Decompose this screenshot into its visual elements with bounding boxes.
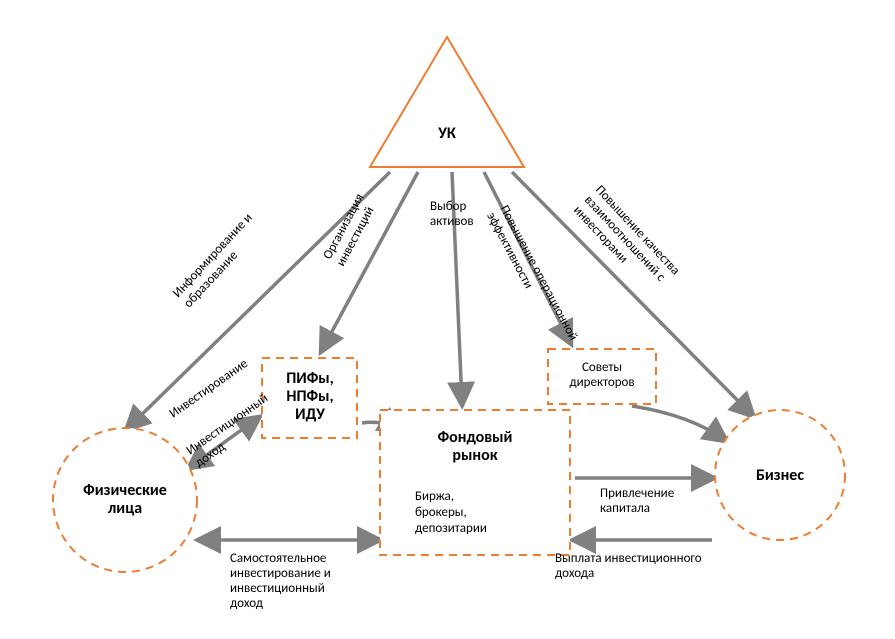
edge-label-lbl-payout: Выплата инвестиционногодохода — [555, 551, 702, 581]
node-label-market-1: рынок — [452, 446, 497, 465]
edge-label-lbl-capital: Привлечениекапитала — [600, 486, 674, 516]
node-sublabel-market-0: Биржа, — [415, 489, 454, 504]
edge-label-lbl-self: Самостоятельноеинвестирование иинвестици… — [230, 551, 331, 611]
node-label-market-0: Фондовый — [438, 428, 513, 447]
edge-label-line-lbl-self-3: доход — [230, 596, 264, 611]
node-individuals: Физическиелица — [53, 428, 197, 572]
node-label-pif-0: ПИФы, — [286, 369, 334, 388]
node-label-uk: УК — [437, 124, 456, 143]
node-sublabel-market-2: депозитарии — [415, 521, 487, 536]
node-uk: УК — [370, 37, 524, 167]
node-label-individuals-0: Физические — [83, 481, 167, 500]
edge-label-lbl-inform: Информирование иобразование — [170, 210, 267, 311]
edge-label-line-lbl-self-0: Самостоятельное — [230, 551, 326, 566]
node-business: Бизнес — [715, 410, 845, 540]
edge-label-line-lbl-payout-0: Выплата инвестиционного — [555, 551, 702, 566]
node-label-board-1: директоров — [569, 375, 634, 390]
edge-label-line-lbl-assets-0: Выбор — [430, 199, 467, 214]
edge-label-lbl-quality: Повышение качествавзаимоотношений синвес… — [570, 182, 683, 298]
edge-label-line-lbl-capital-1: капитала — [600, 501, 650, 516]
arrow-board-business — [632, 406, 725, 440]
edge-label-line-lbl-self-1: инвестирование и — [230, 566, 331, 581]
node-label-business-0: Бизнес — [756, 466, 804, 485]
node-market: Фондовыйрынок Биржа,брокеры,депозитарии — [380, 410, 570, 555]
node-label-individuals-1: лица — [108, 499, 142, 518]
edge-label-line-lbl-assets-1: активов — [430, 214, 474, 229]
edge-label-lbl-assets: Выборактивов — [430, 199, 474, 229]
edge-label-line-lbl-capital-0: Привлечение — [600, 486, 674, 501]
node-board: Советыдиректоров — [548, 349, 656, 404]
node-label-board-0: Советы — [582, 360, 622, 375]
node-sublabel-market-1: брокеры, — [415, 505, 467, 520]
node-pif: ПИФы,НПФы,ИДУ — [262, 358, 357, 438]
edge-label-line-lbl-eff-0: Повышение операционной — [496, 203, 580, 343]
node-label-pif-1: НПФы, — [286, 387, 333, 406]
diagram-canvas: УК Физическиелица Бизнес ПИФы,НПФы,ИДУ Фондо… — [0, 0, 895, 639]
node-label-pif-2: ИДУ — [295, 405, 325, 424]
edge-label-line-lbl-payout-1: дохода — [555, 566, 594, 581]
edge-label-line-lbl-self-2: инвестиционный — [230, 581, 325, 596]
